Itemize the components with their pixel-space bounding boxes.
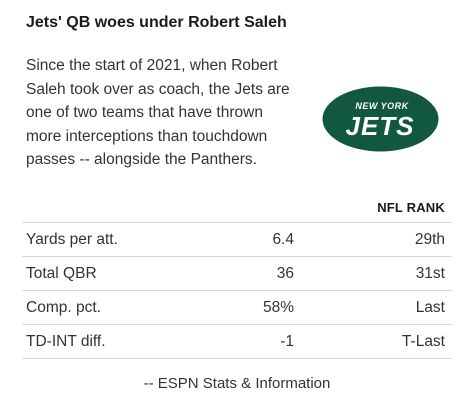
stat-value: -1 <box>280 333 294 350</box>
stat-rank: 31st <box>415 265 445 282</box>
stats-table: Yards per att. 6.4 29th Total QBR 36 31s… <box>22 222 452 359</box>
stat-value: 36 <box>276 265 294 282</box>
new-york-jets-logo-icon: NEW YORK JETS <box>322 86 439 152</box>
jets-logo: NEW YORK JETS <box>322 86 439 152</box>
table-row: Total QBR 36 31st <box>22 257 452 291</box>
logo-main-text: JETS <box>345 111 414 141</box>
stat-label: Comp. pct. <box>26 299 101 316</box>
nfl-rank-header: NFL RANK <box>377 200 445 215</box>
stat-value: 6.4 <box>272 231 294 248</box>
stat-label: TD-INT diff. <box>26 333 106 350</box>
table-row: Yards per att. 6.4 29th <box>22 223 452 257</box>
table-row: TD-INT diff. -1 T-Last <box>22 325 452 359</box>
table-row: Comp. pct. 58% Last <box>22 291 452 325</box>
source-credit: -- ESPN Stats & Information <box>143 375 331 392</box>
stat-rank: T-Last <box>401 333 445 350</box>
stat-label: Total QBR <box>26 265 97 282</box>
logo-football-shape <box>322 86 439 152</box>
stat-value: 58% <box>262 299 294 316</box>
stat-rank: 29th <box>414 231 445 248</box>
intro-paragraph: Since the start of 2021, when Robert Sal… <box>26 57 290 168</box>
stat-rank: Last <box>415 299 445 316</box>
logo-top-text: NEW YORK <box>355 101 409 111</box>
stat-label: Yards per att. <box>26 231 118 248</box>
page-title: Jets' QB woes under Robert Saleh <box>26 14 287 31</box>
